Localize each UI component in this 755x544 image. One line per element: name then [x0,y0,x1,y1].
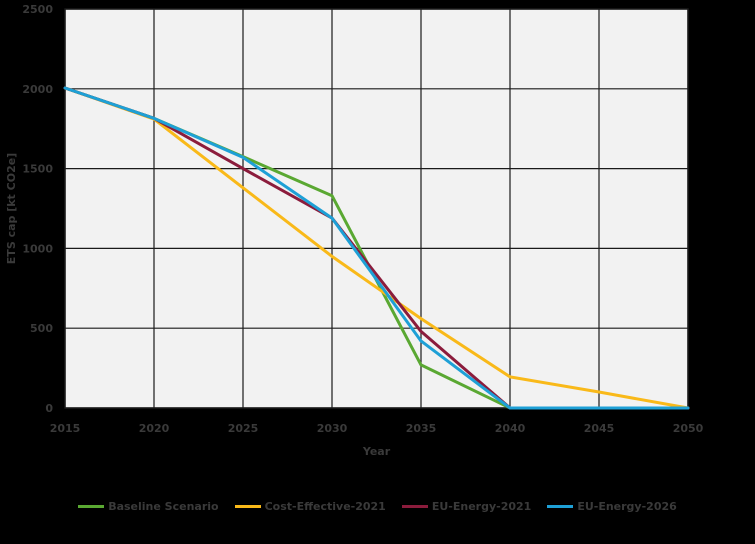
y-tick-label: 1500 [22,163,53,176]
y-tick-label: 1000 [22,242,53,255]
legend-label: Cost-Effective-2021 [264,499,386,513]
x-tick-label: 2040 [495,422,526,435]
legend-label: EU-Energy-2026 [577,499,677,513]
legend-item: Baseline Scenario [78,499,219,513]
legend-item: EU-Energy-2021 [401,499,532,513]
legend-label: EU-Energy-2021 [431,499,532,513]
x-tick-label: 2050 [673,422,704,435]
y-axis-title: ETS cap [kt CO2e] [5,153,18,264]
x-tick-label: 2020 [139,422,170,435]
grid [64,8,689,409]
legend-swatch [401,504,428,508]
plot-area [64,8,689,409]
legend-item: EU-Energy-2026 [547,499,677,513]
y-tick-label: 2000 [22,83,53,96]
legend-swatch [78,504,105,508]
x-tick-label: 2015 [50,422,81,435]
x-tick-label: 2035 [406,422,437,435]
legend-swatch [547,504,574,508]
y-tick-label: 2500 [22,3,53,16]
x-tick-label: 2045 [584,422,615,435]
series-line-cost-effective-2021 [63,86,690,410]
legend: Baseline Scenario Cost-Effective-2021 EU-E… [0,496,755,516]
y-tick-label: 500 [30,322,53,335]
x-axis-title: Year [362,445,391,458]
tick-labels: 2015 2020 2025 2030 2035 2040 2045 2050 0 500 1000… [22,3,703,435]
x-tick-label: 2030 [317,422,348,435]
legend-label: Baseline Scenario [108,499,219,513]
y-tick-label: 0 [45,402,53,415]
legend-item: Cost-Effective-2021 [234,499,386,513]
legend-swatch [234,504,261,508]
series-lines [63,86,690,410]
series-line-eu-energy-2026 [63,86,690,410]
x-tick-label: 2025 [228,422,259,435]
